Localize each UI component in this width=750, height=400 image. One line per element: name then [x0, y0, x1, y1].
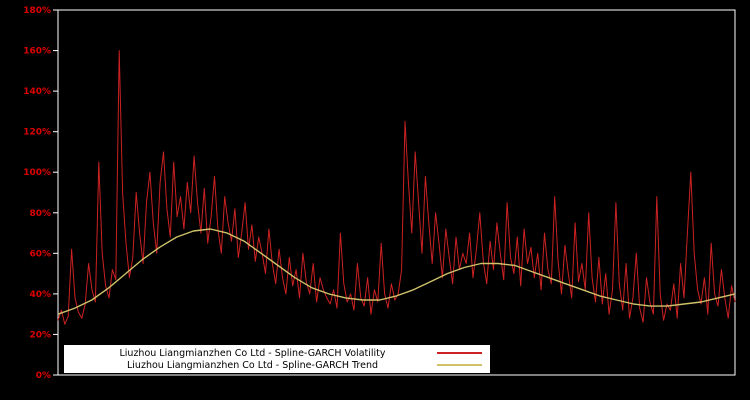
- legend-item-trend: Liuzhou Liangmianzhen Co Ltd - Spline-GA…: [68, 359, 486, 371]
- y-tick-label: 0%: [36, 371, 51, 381]
- plot-border: [57, 9, 736, 376]
- volatility-line: [57, 50, 736, 325]
- y-tick-label: 140%: [23, 87, 51, 97]
- trend-line-swatch: [437, 364, 482, 366]
- y-tick-label: 20%: [29, 330, 51, 340]
- volatility-line-swatch: [437, 352, 482, 354]
- y-tick-label: 160%: [23, 47, 51, 57]
- y-tick-label: 100%: [23, 168, 51, 178]
- trend-line: [57, 228, 736, 315]
- y-tick-label: 60%: [29, 249, 51, 259]
- chart-legend: Liuzhou Liangmianzhen Co Ltd - Spline-GA…: [64, 345, 490, 373]
- y-tick-label: 40%: [29, 290, 51, 300]
- y-tick-label: 180%: [23, 6, 51, 16]
- legend-item-volatility: Liuzhou Liangmianzhen Co Ltd - Spline-GA…: [68, 347, 486, 359]
- y-tick-label: 120%: [23, 128, 51, 138]
- legend-label-volatility: Liuzhou Liangmianzhen Co Ltd - Spline-GA…: [119, 347, 386, 359]
- y-tick-label: 80%: [29, 209, 51, 219]
- legend-label-trend: Liuzhou Liangmianzhen Co Ltd - Spline-GA…: [127, 359, 378, 371]
